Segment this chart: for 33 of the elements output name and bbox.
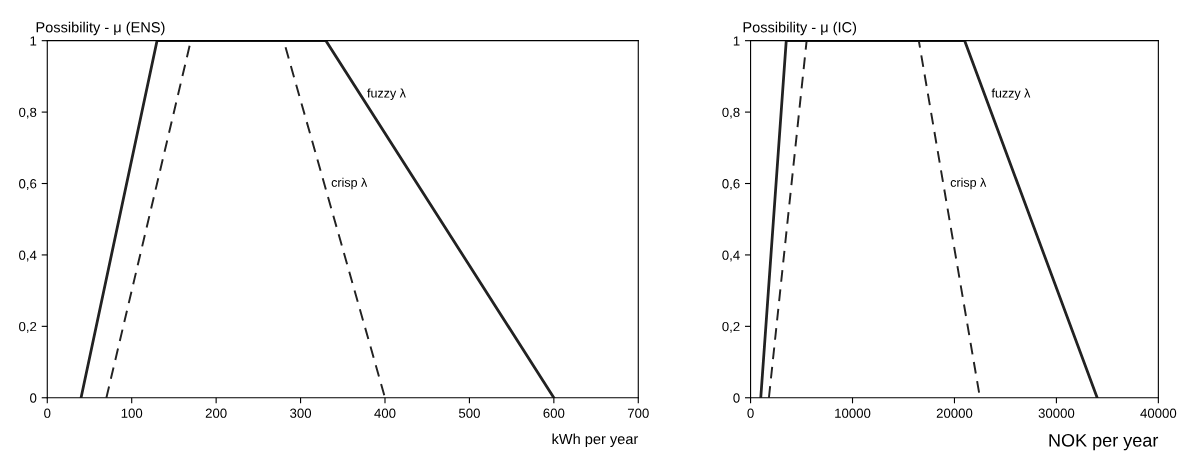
x-tick-label: 600 — [543, 408, 565, 418]
x-tick-label: 100 — [121, 408, 143, 418]
series-label: crisp λ — [331, 177, 368, 190]
y-tick-label: 0 — [733, 393, 740, 403]
x-tick-label: 0 — [44, 408, 51, 418]
y-tick-label: 0,2 — [722, 321, 740, 333]
x-tick-label: 30000 — [1038, 408, 1075, 418]
y-tick-label: 0,4 — [19, 250, 37, 262]
x-tick-label: 0 — [747, 408, 754, 418]
y-tick-label: 1 — [30, 36, 37, 46]
x-tick-label: 400 — [374, 408, 396, 418]
y-tick-label: 0,2 — [19, 321, 37, 333]
y-tick-label: 0 — [30, 393, 37, 403]
y-axis-title: Possibility - μ (ENS) — [36, 21, 165, 36]
y-tick-label: 0,8 — [722, 107, 740, 119]
y-tick-label: 0,6 — [722, 179, 740, 190]
x-axis-title: kWh per year — [552, 433, 639, 448]
y-axis-title: Possibility - μ (IC) — [743, 21, 857, 36]
x-tick-label: 500 — [458, 408, 480, 418]
y-tick-label: 1 — [733, 36, 740, 46]
x-tick-label: 300 — [290, 408, 312, 418]
series-label: fuzzy λ — [367, 88, 406, 101]
x-tick-label: 200 — [205, 408, 227, 418]
x-tick-label: 10000 — [835, 408, 871, 418]
series-label: fuzzy λ — [991, 88, 1031, 101]
y-tick-label: 0,6 — [19, 179, 37, 190]
x-tick-label: 20000 — [936, 408, 973, 418]
y-tick-label: 0,4 — [722, 250, 740, 262]
x-tick-label: 40000 — [1140, 408, 1177, 418]
y-tick-label: 0,8 — [19, 107, 37, 119]
x-tick-label: 700 — [627, 408, 649, 418]
series-label: crisp λ — [950, 177, 987, 190]
x-axis-title: NOK per year — [1049, 433, 1159, 451]
